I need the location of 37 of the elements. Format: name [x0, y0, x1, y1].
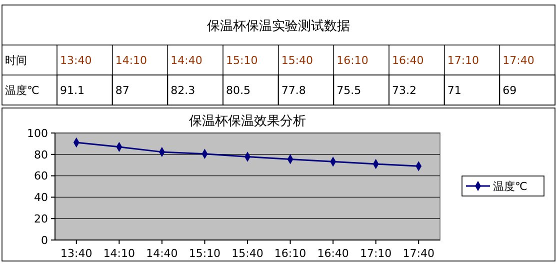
x-tick-label: 14:10	[115, 54, 148, 67]
legend-label: 温度℃	[493, 180, 528, 193]
x-tick-label: 17:10	[447, 54, 480, 67]
y-tick-label: 80	[34, 148, 48, 162]
x-tick-label: 17:40	[502, 54, 534, 67]
x-tick-label: 15:40	[281, 54, 314, 67]
x-tick-label: 16:10	[274, 247, 306, 260]
x-tick-label: 13:40	[60, 247, 92, 260]
data-label: 80.5	[226, 84, 250, 97]
data-label: 73.2	[392, 84, 416, 97]
x-tick-label: 15:10	[226, 54, 258, 67]
chart-title: 保温杯保温效果分析	[189, 114, 306, 129]
y-tick-label: 0	[41, 234, 48, 247]
data-label: 69	[502, 84, 517, 97]
y-tick-label: 60	[34, 170, 48, 183]
data-label: 91.1	[60, 84, 84, 97]
x-tick-label: 17:10	[360, 247, 392, 260]
x-tick-label: 16:40	[392, 54, 424, 67]
data-label: 82.3	[170, 84, 196, 97]
x-tick-label: 16:10	[336, 54, 368, 67]
x-tick-label: 17:40	[402, 247, 434, 260]
data-label: 75.5	[336, 84, 362, 97]
x-tick-label: 14:40	[146, 247, 178, 260]
annotation: 时间	[5, 54, 27, 67]
y-tick-label: 100	[27, 126, 48, 140]
y-tick-label: 20	[34, 212, 48, 226]
x-tick-label: 16:40	[317, 247, 349, 260]
data-label: 77.8	[281, 84, 306, 97]
data-label: 87	[115, 84, 130, 97]
x-tick-label: 15:40	[232, 247, 264, 260]
x-tick-label: 13:40	[60, 54, 92, 67]
y-tick-label: 40	[34, 191, 48, 204]
x-tick-label: 14:40	[170, 54, 202, 67]
data-label: 71	[447, 84, 462, 97]
x-tick-label: 14:10	[103, 247, 136, 260]
x-tick-label: 15:10	[188, 247, 221, 260]
chart-title: 保温杯保温实验测试数据	[207, 19, 350, 34]
